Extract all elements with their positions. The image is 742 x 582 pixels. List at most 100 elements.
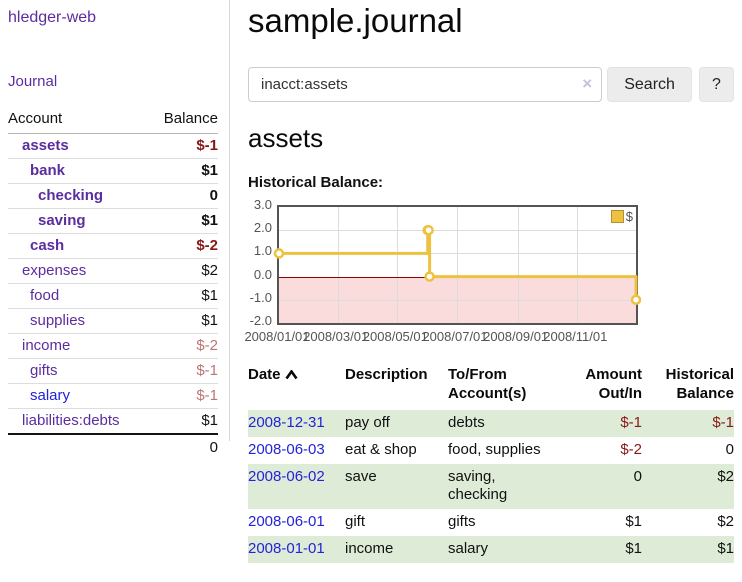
account-row: expenses $2 [8,258,218,284]
transaction-amount: 0 [633,468,642,485]
account-link[interactable]: supplies [30,312,86,329]
account-balance: $-2 [149,333,218,359]
transaction-description: income [345,540,394,557]
account-row: bank $1 [8,158,218,184]
transaction-row: 2008-06-03 eat & shop food, supplies $-2… [248,437,734,464]
account-row: saving $1 [8,208,218,234]
transaction-balance: $-1 [712,414,734,431]
legend-swatch-icon [610,210,624,223]
series-line [279,228,638,300]
transaction-date-link[interactable]: 2008-12-31 [248,414,325,431]
transaction-description: save [345,468,377,485]
transaction-date-link[interactable]: 2008-06-02 [248,468,325,485]
account-row: food $1 [8,283,218,309]
transaction-balance: 0 [725,441,734,458]
account-row: liabilities:debts $1 [8,409,218,435]
account-link[interactable]: gifts [30,362,58,379]
search-button[interactable]: Search [607,67,692,102]
sidebar-item-journal[interactable]: Journal [8,73,58,90]
register-header-description: Description [345,366,428,383]
transaction-amount: $1 [625,540,642,557]
account-link[interactable]: income [22,337,71,354]
app-title-link[interactable]: hledger-web [8,9,97,26]
x-axis-label: 2008/03/01 [303,329,369,344]
account-link[interactable]: assets [22,137,69,154]
register-header-accounts: To/From Account(s) [448,366,527,402]
account-balance: $1 [149,208,218,234]
account-balance: $1 [149,308,218,334]
account-balance: $-1 [149,383,218,409]
account-link[interactable]: checking [38,187,104,204]
search-input[interactable] [248,67,603,102]
transaction-date-link[interactable]: 2008-01-01 [248,540,325,557]
historical-balance-chart: $ 2008/01/01 2008/03/01 2008/05/01 2008/07/… [244,198,734,345]
accounts-header-account: Account [8,110,150,134]
account-row: supplies $1 [8,308,218,334]
help-button[interactable]: ? [698,67,734,102]
x-axis-label: 2008/05/01 [362,329,428,344]
account-link[interactable]: food [30,287,60,304]
accounts-header-row: Account Balance [8,110,218,134]
account-link[interactable]: cash [30,237,65,254]
clear-search-icon[interactable]: × [582,74,593,93]
register-table: Date Description To/From Account(s) Amou… [248,365,734,563]
series-layer [273,224,642,306]
gridline [517,207,519,323]
search-box: × [248,67,603,102]
account-row: salary $-1 [8,383,218,409]
transaction-date-link[interactable]: 2008-06-03 [248,441,325,458]
y-axis-label: 1.0 [253,243,272,259]
accounts-body: assets $-1 bank $1 checking 0 saving $1 … [8,133,218,435]
account-row: gifts $-1 [8,358,218,384]
plot-area: $ [273,205,642,325]
gridline [577,207,579,323]
account-heading: assets [248,123,324,153]
sidebar: hledger-web Journal Account Balance asse… [8,8,218,456]
y-axis-label: 3.0 [253,197,272,212]
x-axis-label: 2008/09/01 [483,329,549,344]
transaction-date-link[interactable]: 2008-06-01 [248,513,325,530]
chart-title: Historical Balance: [248,174,384,191]
y-axis-label: 2.0 [253,220,272,236]
transaction-row: 2008-12-31 pay off debts $-1 $-1 [248,410,734,437]
account-link[interactable]: expenses [22,262,87,279]
transaction-amount: $-1 [620,414,642,431]
legend-label: $ [625,209,633,224]
transaction-amount: $-2 [620,441,642,458]
sidebar-divider [229,0,230,441]
accounts-total-row: 0 [8,433,218,456]
register-header-date[interactable]: Date [248,365,345,410]
accounts-table: Account Balance assets $-1 bank $1 check… [8,110,218,456]
transaction-accounts: saving, checking [448,468,508,503]
account-link[interactable]: bank [30,162,66,179]
page-title: sample.journal [248,2,463,39]
account-balance: $-1 [149,358,218,384]
transaction-row: 2008-06-01 gift gifts $1 $2 [248,509,734,536]
account-balance: $-2 [149,233,218,259]
account-link[interactable]: liabilities:debts [22,412,120,429]
register-header-balance: Historical Balance [665,366,734,402]
account-row: income $-2 [8,333,218,359]
data-point-marker [630,294,642,306]
transaction-accounts: food, supplies [448,441,541,458]
transaction-description: gift [345,513,366,530]
data-point-marker [423,224,434,236]
transaction-description: eat & shop [345,441,417,458]
chart-legend: $ [610,209,633,224]
account-link[interactable]: saving [38,212,86,229]
account-balance: 0 [149,183,218,209]
transaction-balance: $1 [717,540,734,557]
main-panel: sample.journal × Search ? assets Histori… [244,0,734,563]
transaction-amount: $1 [625,513,642,530]
account-balance: $1 [149,283,218,309]
account-balance: $2 [149,258,218,284]
transaction-accounts: salary [448,540,489,557]
accounts-total: 0 [149,433,218,456]
account-link[interactable]: salary [30,387,71,404]
accounts-header-balance: Balance [149,110,218,134]
transaction-row: 2008-01-01 income salary $1 $1 [248,536,734,563]
data-point-marker [273,248,285,259]
gridline [457,207,458,323]
transaction-balance: $2 [717,513,734,530]
y-axis-label: -2.0 [249,313,272,328]
